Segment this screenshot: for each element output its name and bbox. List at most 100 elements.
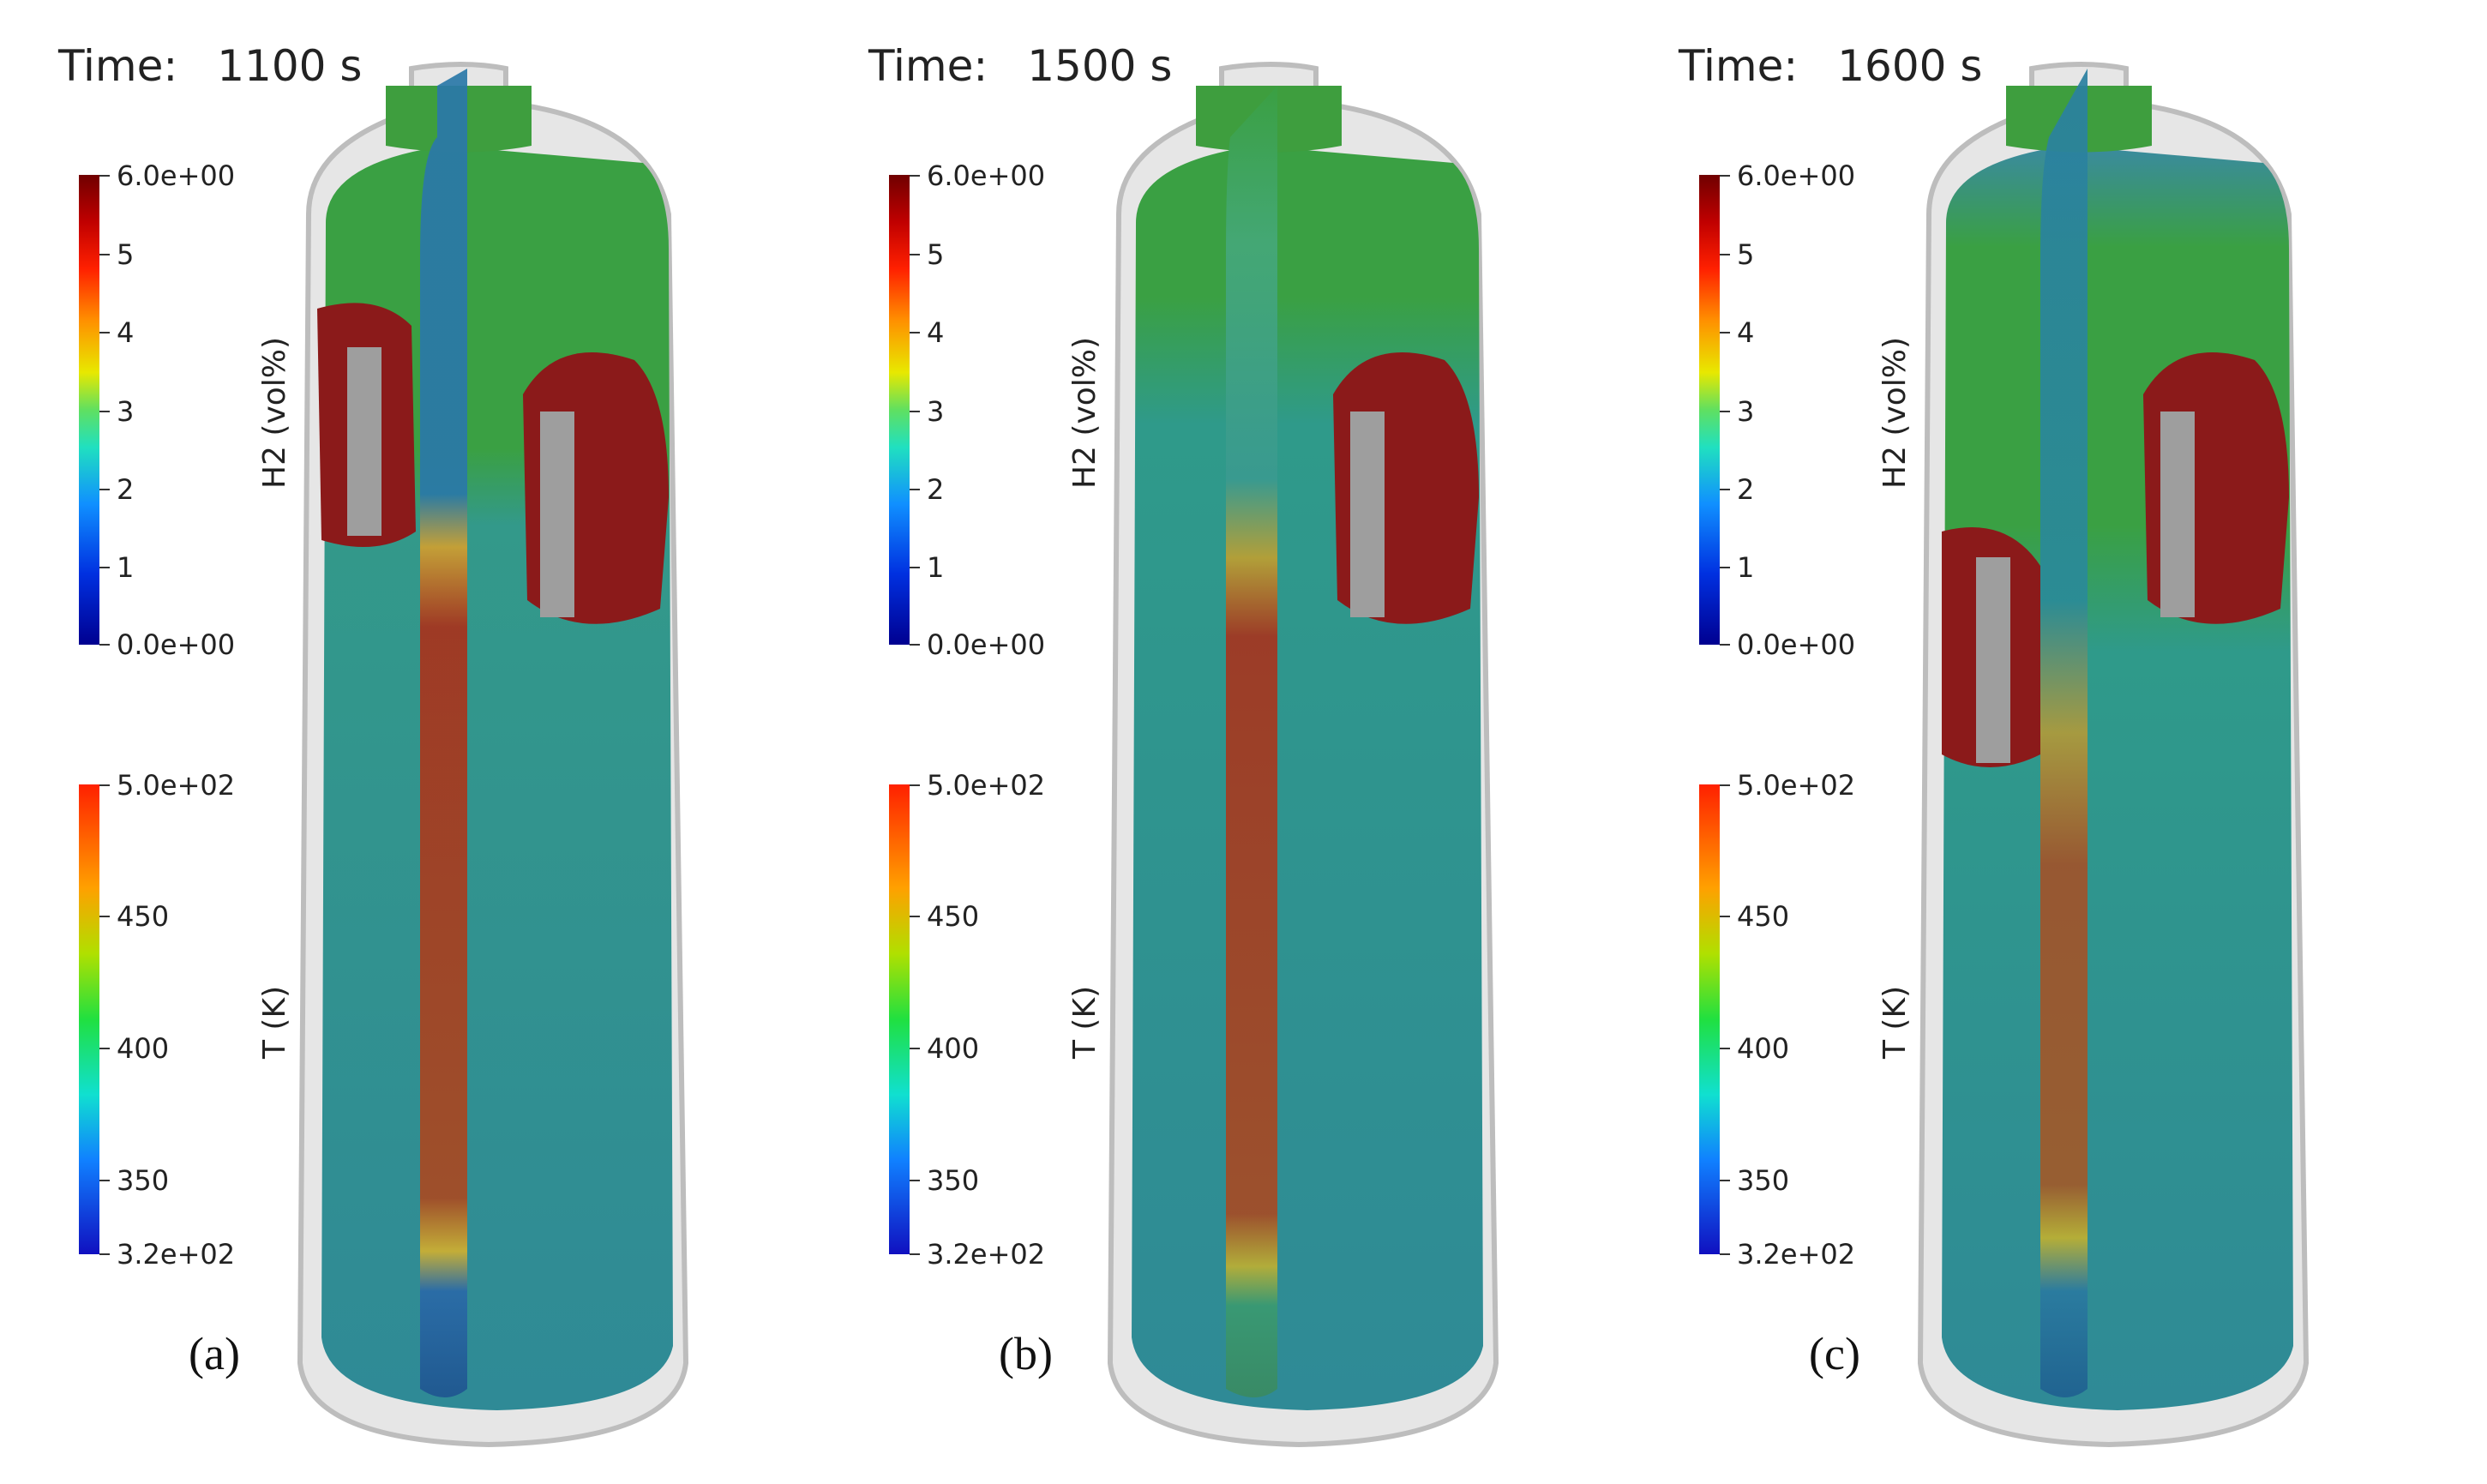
h2-tick-label: 2 [927,473,945,506]
h2-tick [1720,489,1730,490]
t-tick-label: 400 [1737,1032,1790,1065]
t-tick [1720,1048,1730,1049]
h2-tick-label: 2 [1737,473,1755,506]
h2-max-label: 6.0e+00 [117,159,236,192]
h2-tick-label: 1 [1737,551,1755,584]
h2-tick [99,489,110,490]
temperature-colorbar [79,784,99,1254]
h2-tick [99,567,110,568]
h2-colorbar [889,175,910,645]
h2-tick-min [1720,644,1730,646]
h2-tick [99,411,110,412]
time-value: 1500 s [1027,41,1173,91]
vessel-fluid [1132,146,1483,1410]
h2-tick [910,489,920,490]
t-tick-label: 450 [927,900,980,933]
panel-label: (a) [189,1328,240,1379]
h2-tick [910,567,920,568]
h2-tick-label: 1 [117,551,135,584]
t-tick [1720,916,1730,917]
t-tick-label: 400 [117,1032,170,1065]
time-readout: Time: 1100 s [58,41,362,91]
t-min-label: 3.2e+02 [1737,1238,1856,1271]
time-label: Time: [868,41,988,91]
h2-tick [910,254,920,255]
h2-tick [1720,254,1730,255]
t-tick-min [1720,1253,1730,1255]
symmetry-plane [2040,69,2088,1397]
t-tick [99,916,110,917]
t-max-label: 5.0e+02 [117,769,236,802]
h2-tick-label: 5 [927,238,945,271]
temperature-colorbar [889,784,910,1254]
h2-tick [99,254,110,255]
h2-tick-max [99,175,110,177]
h2-tick [99,332,110,333]
t-tick [910,1048,920,1049]
h2-tick-label: 4 [1737,316,1755,349]
h2-tick-label: 5 [1737,238,1755,271]
h2-max-label: 6.0e+00 [1737,159,1856,192]
time-label: Time: [1679,41,1799,91]
h2-tick-label: 4 [117,316,135,349]
h2-colorbar [1699,175,1720,645]
h2-tick-label: 5 [117,238,135,271]
time-value: 1100 s [217,41,363,91]
h2-tick-max [910,175,920,177]
time-value: 1600 s [1837,41,1983,91]
t-tick [99,1048,110,1049]
symmetry-plane [420,69,467,1397]
panel-label: (b) [999,1328,1053,1379]
symmetry-plane [1226,86,1277,1397]
vessel-render [1107,62,1499,1448]
temperature-colorbar [1699,784,1720,1254]
t-max-label: 5.0e+02 [1737,769,1856,802]
vessel-render [297,62,689,1448]
recombiner-right [2160,412,2195,617]
t-tick [99,1180,110,1181]
h2-min-label: 0.0e+00 [927,628,1046,661]
h2-tick-label: 3 [117,395,135,428]
vessel-render [1917,62,2310,1448]
t-min-label: 3.2e+02 [927,1238,1046,1271]
time-readout: Time: 1500 s [868,41,1172,91]
h2-tick [910,411,920,412]
h2-tick [1720,411,1730,412]
h2-max-label: 6.0e+00 [927,159,1046,192]
h2-tick [1720,332,1730,333]
h2-min-label: 0.0e+00 [1737,628,1856,661]
h2-min-label: 0.0e+00 [117,628,236,661]
t-tick [910,1180,920,1181]
h2-colorbar [79,175,99,645]
t-tick-label: 350 [1737,1164,1790,1197]
time-label: Time: [58,41,178,91]
vessel-fluid [1942,146,2293,1410]
panel-a: Time: 1100 s 6.0e+00 5 4 3 2 1 0.0e+00 H2… [0,0,829,1484]
t-tick-max [99,784,110,786]
t-tick-label: 450 [1737,900,1790,933]
h2-tick-min [910,644,920,646]
h2-tick-max [1720,175,1730,177]
t-tick-label: 400 [927,1032,980,1065]
h2-tick-min [99,644,110,646]
panel-label: (c) [1809,1328,1860,1379]
t-tick-min [99,1253,110,1255]
h2-tick-label: 2 [117,473,135,506]
t-tick-max [1720,784,1730,786]
t-tick-label: 450 [117,900,170,933]
recombiner-left [347,347,381,536]
panel-b: Time: 1500 s 6.0e+00 5 4 3 2 1 0.0e+00 H2… [810,0,1639,1484]
time-readout: Time: 1600 s [1679,41,1982,91]
t-min-label: 3.2e+02 [117,1238,236,1271]
t-tick-label: 350 [117,1164,170,1197]
t-tick [1720,1180,1730,1181]
h2-tick-label: 4 [927,316,945,349]
t-max-label: 5.0e+02 [927,769,1046,802]
t-tick [910,916,920,917]
h2-tick-label: 1 [927,551,945,584]
recombiner-right [1350,412,1385,617]
recombiner-left [1976,557,2010,763]
recombiner-right [540,412,574,617]
h2-tick-label: 3 [927,395,945,428]
h2-tick [910,332,920,333]
